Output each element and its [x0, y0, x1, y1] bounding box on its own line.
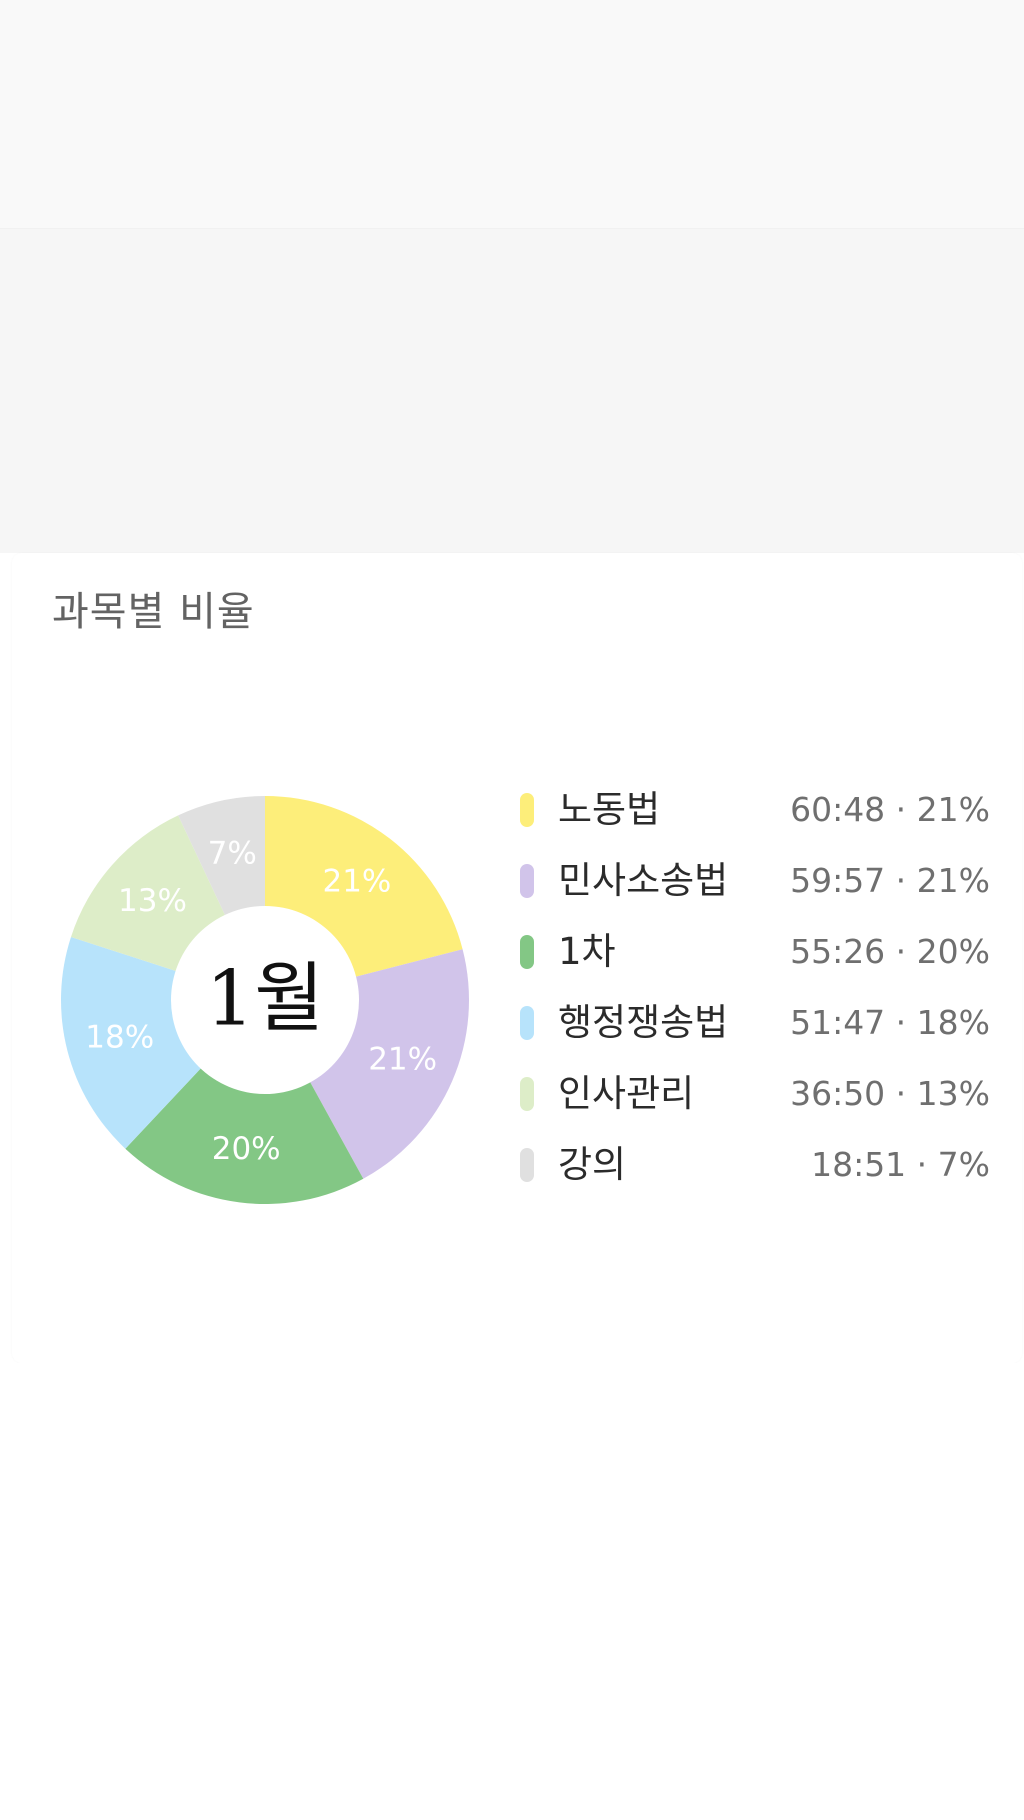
legend-swatch [520, 864, 534, 898]
legend-label: 1차 [558, 930, 616, 973]
slice-percent-label: 13% [118, 883, 187, 919]
legend-value: 51:47 · 18% [790, 1003, 990, 1042]
legend-label: 강의 [558, 1143, 627, 1186]
legend-swatch [520, 935, 534, 969]
subject-ratio-card: 과목별 비율 21% 21% 20% 18% 13% 7% 1월 노동법 60:48 · … [12, 553, 1022, 1363]
pie-slice [125, 1000, 364, 1204]
legend-value: 18:51 · 7% [811, 1145, 990, 1184]
legend-label: 인사관리 [558, 1072, 695, 1115]
legend-swatch [520, 793, 534, 827]
legend-label: 행정쟁송법 [558, 1001, 729, 1044]
slice-percent-label: 21% [368, 1042, 437, 1078]
lower-background [0, 1363, 1024, 1820]
top-bar [0, 0, 1024, 229]
slice-percent-label: 18% [85, 1019, 154, 1055]
legend-item: 인사관리 36:50 · 13% [520, 1063, 990, 1134]
legend-swatch [520, 1077, 534, 1111]
donut-hole [171, 906, 359, 1094]
upper-background [0, 229, 1024, 553]
legend-value: 36:50 · 13% [790, 1074, 990, 1113]
legend-item: 민사소송법 59:57 · 21% [520, 850, 990, 921]
legend-value: 60:48 · 21% [790, 790, 990, 829]
legend-value: 55:26 · 20% [790, 932, 990, 971]
legend-swatch [520, 1006, 534, 1040]
slice-percent-label: 7% [208, 836, 257, 872]
legend-label: 민사소송법 [558, 859, 729, 902]
donut-chart-area: 21% 21% 20% 18% 13% 7% 1월 [12, 553, 1022, 1363]
legend-value: 59:57 · 21% [790, 861, 990, 900]
legend-item: 강의 18:51 · 7% [520, 1134, 990, 1205]
legend-item: 1차 55:26 · 20% [520, 921, 990, 992]
slice-percent-label: 20% [212, 1131, 281, 1167]
slice-percent-label: 21% [322, 863, 391, 899]
card-title: 과목별 비율 [52, 589, 255, 635]
donut-chart: 21% 21% 20% 18% 13% 7% 1월 [60, 796, 469, 1204]
legend-item: 노동법 60:48 · 21% [520, 779, 990, 850]
center-month-label: 1월 [206, 954, 324, 1043]
legend-item: 행정쟁송법 51:47 · 18% [520, 992, 990, 1063]
legend: 노동법 60:48 · 21% 민사소송법 59:57 · 21% 1차 55:… [520, 779, 990, 1205]
legend-swatch [520, 1148, 534, 1182]
legend-label: 노동법 [558, 788, 661, 831]
